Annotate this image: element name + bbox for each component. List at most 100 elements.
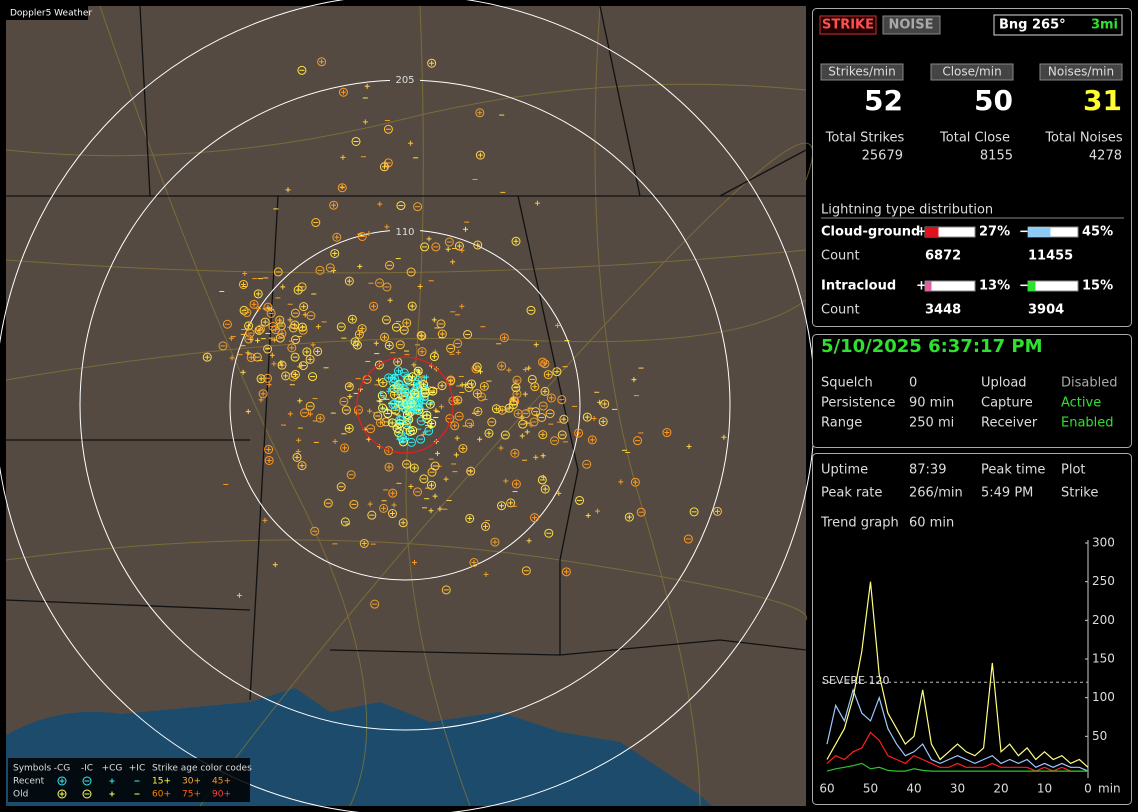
strike-symbol: [242, 308, 252, 318]
strike-symbol: [293, 285, 303, 295]
strike-symbol: [582, 412, 592, 422]
strike-symbol: [202, 352, 212, 362]
strike-button-label[interactable]: STRIKE: [822, 18, 874, 33]
strike-symbol: [416, 330, 426, 340]
strike-symbol: [332, 232, 342, 242]
legend-age: 75+: [182, 790, 201, 800]
strike-symbol: [497, 361, 507, 371]
strike-symbol: [253, 289, 263, 299]
count-label: Count: [821, 249, 860, 264]
strike-symbol: [351, 136, 361, 146]
strike-symbol: [384, 340, 394, 350]
rate-value: 50: [974, 84, 1013, 117]
strike-symbol: [375, 278, 385, 288]
x-tick-label: 40: [906, 782, 921, 796]
setting-text: Enabled: [1061, 416, 1114, 431]
strike-symbol: [384, 446, 394, 456]
ring-label: 110: [395, 227, 414, 238]
strike-symbol: [402, 373, 412, 383]
strike-symbol: [500, 430, 510, 440]
legend-symbol-label: +CG: [102, 764, 123, 774]
strike-symbol: [367, 510, 377, 520]
strike-symbol: [264, 455, 274, 465]
strike-symbol: [546, 393, 556, 403]
strike-symbol: [416, 434, 426, 444]
strike-symbol: [383, 409, 393, 419]
strike-button[interactable]: [819, 15, 877, 35]
strike-symbol: [379, 162, 389, 172]
trend-window: 60 min: [909, 516, 954, 531]
strike-symbol: [446, 343, 456, 353]
strike-symbol: [467, 379, 477, 389]
strike-symbol: [471, 364, 481, 374]
datetime: 5/10/2025 6:37:17 PM: [821, 336, 1042, 357]
total-label: Total Close: [939, 131, 1010, 146]
map: 205 110 Doppler5 Weather Symbols Recent …: [0, 0, 816, 812]
strike-symbol: [263, 373, 273, 383]
bearing-box: [993, 14, 1123, 36]
strike-symbol: [395, 340, 405, 350]
strike-symbol: [475, 108, 485, 118]
dist-sign: −: [1019, 279, 1030, 294]
strike-symbol: [402, 415, 412, 425]
legend-label: Recent: [13, 777, 45, 787]
rate-label-box: [1039, 63, 1123, 81]
strike-symbol: [352, 340, 362, 350]
strike-symbol: [526, 305, 536, 315]
strike-symbol: [511, 383, 521, 393]
strike-symbol: [464, 418, 474, 428]
strike-symbol: [521, 566, 531, 576]
strike-symbol: [315, 265, 325, 275]
strike-symbol: [381, 315, 391, 325]
noise-button-label[interactable]: NOISE: [888, 18, 933, 33]
strike-symbol: [417, 347, 427, 357]
strike-symbol: [458, 443, 468, 453]
y-tick-label: 200: [1092, 613, 1115, 627]
strike-symbol: [391, 322, 401, 332]
strike-symbol: [454, 411, 464, 421]
rate-value: 31: [1083, 84, 1122, 117]
strike-symbol: [297, 65, 307, 75]
trend-panel: [812, 453, 1132, 805]
noise-button[interactable]: [882, 15, 941, 35]
strike-symbol: [305, 354, 315, 364]
strike-symbol: [436, 319, 446, 329]
strike-symbol: [408, 425, 418, 435]
x-unit: min: [1098, 782, 1121, 796]
strike-symbol: [407, 301, 417, 311]
strike-symbol: [385, 260, 395, 270]
strike-symbol: [662, 428, 672, 438]
uptime-text: Strike: [1061, 486, 1098, 501]
strike-symbol: [238, 279, 248, 289]
strike-symbol: [402, 459, 412, 469]
strike-symbol: [499, 333, 509, 343]
strike-symbol: [388, 509, 398, 519]
strike-symbol: [374, 360, 384, 370]
strike-symbol: [82, 776, 92, 786]
strike-symbol: [543, 370, 553, 380]
total-value: 8155: [980, 149, 1013, 164]
total-label: Total Noises: [1044, 131, 1123, 146]
trend-line: [826, 731, 1088, 772]
setting-text: Range: [821, 416, 862, 431]
rate-label: Strikes/min: [828, 65, 895, 79]
strike-symbol: [491, 404, 501, 414]
y-tick-label: 150: [1092, 652, 1115, 666]
strike-symbol: [427, 419, 437, 429]
strike-symbol: [273, 267, 283, 277]
strike-symbol: [245, 328, 255, 338]
strike-symbol: [419, 395, 429, 405]
strike-symbol: [413, 487, 423, 497]
strike-symbol: [249, 299, 259, 309]
strike-symbol: [268, 321, 278, 331]
legend-symbol-label: -IC: [81, 764, 93, 774]
strike-symbol: [633, 436, 643, 446]
rate-label-box: [930, 63, 1014, 81]
strike-symbol: [292, 452, 302, 462]
strike-symbol: [398, 518, 408, 528]
strike-symbol: [427, 480, 437, 490]
strike-symbol: [275, 315, 285, 325]
total-value: 25679: [862, 149, 903, 164]
total-label: Total Strikes: [825, 131, 905, 146]
strike-symbol: [297, 461, 307, 471]
